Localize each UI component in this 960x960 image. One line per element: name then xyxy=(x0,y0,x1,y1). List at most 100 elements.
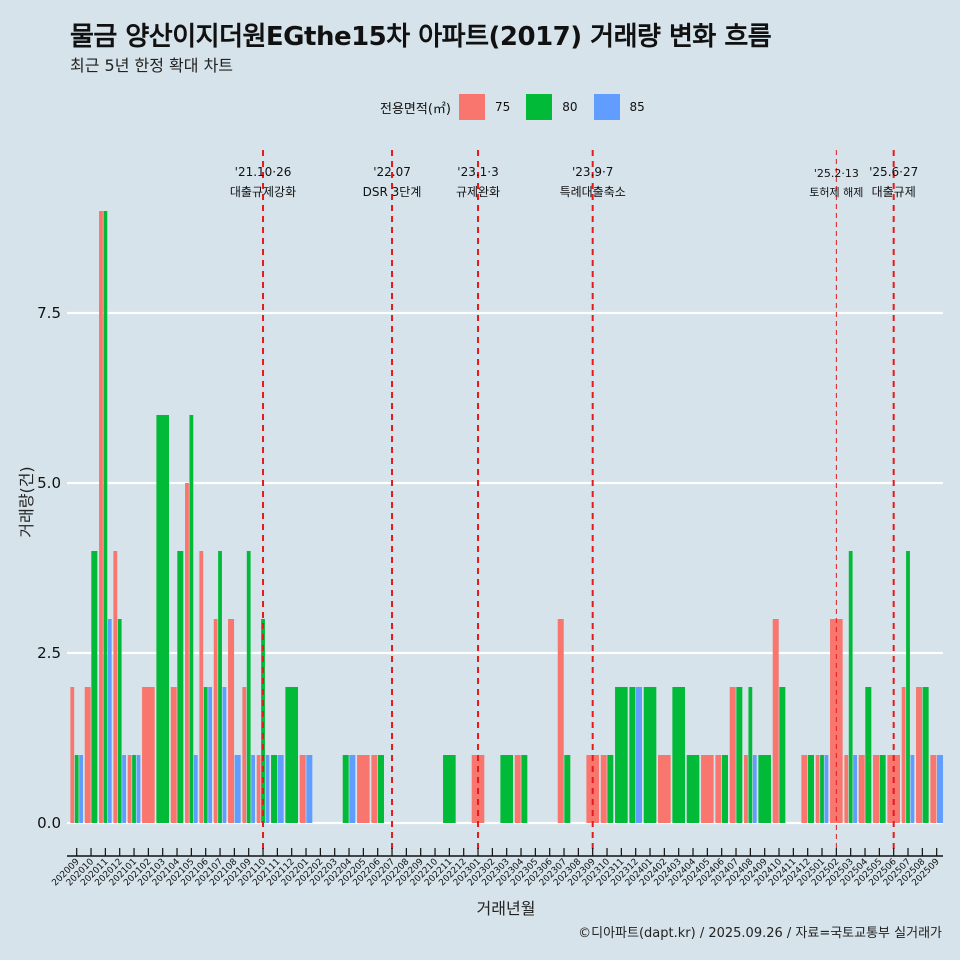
annotation-label: 대출규제강화 xyxy=(230,185,296,199)
y-tick-label: 2.5 xyxy=(37,644,61,662)
bar-75-202101 xyxy=(127,755,132,823)
bar-75-202105 xyxy=(185,483,189,823)
y-tick-label: 0.0 xyxy=(37,814,61,832)
bar-75-202412 xyxy=(801,755,808,823)
bar-75-202402 xyxy=(658,755,671,823)
bar-80-202409 xyxy=(758,755,771,823)
legend-label-80: 80 xyxy=(562,100,578,114)
caption: ©디아파트(dapt.kr) / 2025.09.26 / 자료=국토교통부 실… xyxy=(578,926,942,941)
y-tick-label: 7.5 xyxy=(37,304,61,322)
bar-75-202508 xyxy=(916,687,923,823)
bar-85-202201 xyxy=(306,755,313,823)
bar-80-202303 xyxy=(500,755,513,823)
bar-75-202201 xyxy=(299,755,306,823)
bar-85-202501 xyxy=(824,755,829,823)
bar-75-202307 xyxy=(557,619,564,823)
annotation-label: 규제완화 xyxy=(456,185,500,199)
y-axis-title: 거래량(건) xyxy=(17,466,36,537)
bar-75-202106 xyxy=(199,551,204,823)
bar-75-202011 xyxy=(99,211,103,823)
bar-85-202408 xyxy=(752,755,757,823)
bar-80-202012 xyxy=(117,619,122,823)
bar-80-202311 xyxy=(615,687,628,823)
bar-75-202503 xyxy=(844,755,849,823)
chart-title: 물금 양산이지더원EGthe15차 아파트(2017) 거래량 변화 흐름 xyxy=(70,22,772,52)
annotation-label: 토허제 해제 xyxy=(809,185,863,199)
bar-75-202009 xyxy=(70,687,75,823)
gridlines xyxy=(67,311,943,825)
bar-80-202505 xyxy=(879,755,886,823)
annotation-date: '25.2·13 xyxy=(814,167,859,180)
annotation-label: DSR 3단계 xyxy=(363,185,422,199)
bar-80-202010 xyxy=(91,551,98,823)
x-axis-title: 거래년월 xyxy=(477,899,536,918)
bar-80-202404 xyxy=(686,755,700,823)
bar-75-202102 xyxy=(142,687,155,823)
bar-80-202403 xyxy=(672,687,685,823)
bar-80-202410 xyxy=(779,687,786,823)
bar-85-202107 xyxy=(222,687,227,823)
bar-85-202110 xyxy=(265,755,270,823)
annotation-date: '22.07 xyxy=(373,165,411,179)
bar-85-202204 xyxy=(349,755,356,823)
bar-85-202312 xyxy=(635,687,642,823)
bar-85-202105 xyxy=(193,755,198,823)
bar-75-202407 xyxy=(729,687,736,823)
chart-subtitle: 최근 5년 한정 확대 차트 xyxy=(70,56,234,75)
bar-80-202406 xyxy=(721,755,728,823)
bar-80-202206 xyxy=(377,755,384,823)
bar-80-202204 xyxy=(342,755,349,823)
bar-75-202010 xyxy=(84,687,91,823)
bar-80-202504 xyxy=(865,687,872,823)
bar-75-202304 xyxy=(514,755,521,823)
bar-85-202109 xyxy=(251,755,255,823)
bar-80-202508 xyxy=(922,687,929,823)
y-axis: 0.0 2.5 5.0 7.5 xyxy=(37,304,61,832)
bar-75-202107 xyxy=(213,619,218,823)
bar-75-202109 xyxy=(242,687,247,823)
bar-80-202110 xyxy=(261,619,265,823)
legend-key-80 xyxy=(526,94,553,120)
bar-80-202101 xyxy=(132,755,136,823)
legend: 전용면적(㎡) 75 80 85 xyxy=(380,94,661,120)
bar-80-202412 xyxy=(807,755,814,823)
bar-75-202509 xyxy=(930,755,937,823)
legend-title: 전용면적(㎡) xyxy=(380,101,451,117)
legend-label-85: 85 xyxy=(629,100,645,114)
x-axis: 2020092020102020112020122021012021022021… xyxy=(50,848,943,888)
annotation-label: 특례대출축소 xyxy=(560,185,626,199)
legend-key-75 xyxy=(458,94,485,120)
annotation-date: '25.6·27 xyxy=(869,165,918,179)
bar-75-202504 xyxy=(858,755,865,823)
bar-80-202105 xyxy=(189,415,194,823)
annotation-date: '23.9·7 xyxy=(572,165,613,179)
bar-75-202110 xyxy=(256,755,261,823)
y-tick-label: 5.0 xyxy=(37,474,61,492)
bar-80-202011 xyxy=(103,211,108,823)
bar-75-202310 xyxy=(600,755,607,823)
bar-80-202111 xyxy=(271,755,278,823)
bar-80-202401 xyxy=(643,687,657,823)
bar-80-202112 xyxy=(285,687,298,823)
bar-80-202106 xyxy=(203,687,208,823)
bar-80-202312 xyxy=(629,687,636,823)
bar-75-202205 xyxy=(357,755,370,823)
bar-75-202405 xyxy=(701,755,714,823)
bar-80-202009 xyxy=(74,755,79,823)
bar-75-202406 xyxy=(715,755,722,823)
bar-85-202108 xyxy=(234,755,241,823)
bars xyxy=(70,211,943,823)
bar-85-202012 xyxy=(122,755,126,823)
bar-85-202507 xyxy=(910,755,915,823)
bar-85-202011 xyxy=(107,619,112,823)
bar-85-202509 xyxy=(936,755,943,823)
bar-75-202012 xyxy=(113,551,118,823)
bar-80-202307 xyxy=(564,755,571,823)
bar-75-202501 xyxy=(815,755,820,823)
bar-85-202101 xyxy=(136,755,141,823)
bar-75-202206 xyxy=(371,755,378,823)
annotation-date: '23.1·3 xyxy=(457,165,498,179)
annotations: '21.10·26 대출규제강화 '22.07 DSR 3단계 '23.1·3 규제완화 '… xyxy=(230,150,918,850)
bar-75-202104 xyxy=(170,687,177,823)
